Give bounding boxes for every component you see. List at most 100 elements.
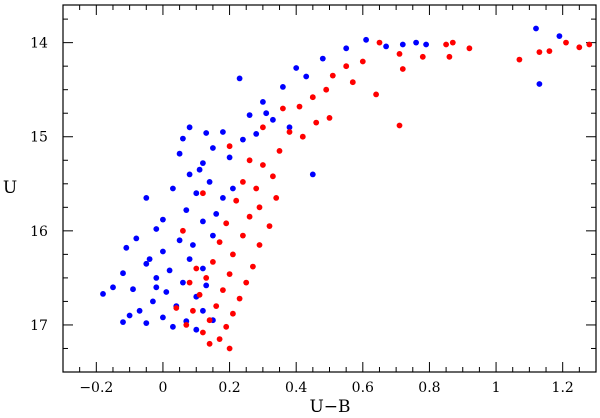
red-data-point	[213, 303, 220, 309]
blue-data-point	[210, 145, 216, 151]
y-tick-labels: 14 15 16 17	[30, 36, 48, 334]
red-data-point	[183, 322, 190, 328]
blue-data-point	[210, 232, 216, 239]
x-tick-label: −0.2	[79, 380, 113, 396]
red-data-point	[223, 323, 230, 330]
red-data-point	[280, 105, 286, 112]
red-data-point	[240, 179, 246, 185]
red-data-point	[226, 271, 233, 277]
blue-data-point	[206, 179, 213, 185]
blue-data-point	[200, 265, 206, 272]
red-data-point	[443, 41, 449, 48]
x-tick-label: 0.2	[218, 380, 240, 396]
x-axis-title: U−B	[309, 397, 350, 417]
red-data-point	[200, 190, 206, 197]
red-data-point	[309, 94, 316, 101]
blue-data-point	[143, 320, 150, 326]
blue-data-point	[153, 284, 160, 291]
red-data-point	[376, 39, 383, 46]
red-data-point	[260, 162, 266, 168]
red-data-point	[180, 227, 186, 234]
blue-data-point	[200, 307, 206, 314]
red-data-point	[230, 251, 236, 258]
red-data-point	[276, 148, 283, 154]
x-tick-label: 0.6	[352, 380, 374, 396]
blue-data-point	[286, 124, 293, 131]
red-data-point	[359, 58, 366, 65]
red-data-point	[396, 122, 403, 129]
red-data-point	[466, 45, 473, 52]
red-data-point	[329, 72, 336, 79]
blue-data-point	[200, 218, 206, 225]
red-data-point	[233, 197, 240, 204]
x-tick-label: 1	[492, 380, 501, 396]
blue-data-point	[170, 185, 176, 192]
red-data-point	[323, 86, 330, 93]
x-tick-label: 0.8	[418, 380, 440, 396]
blue-data-point	[146, 256, 153, 262]
red-data-point	[200, 329, 206, 336]
blue-data-point	[253, 131, 260, 137]
blue-data-point	[183, 207, 190, 214]
x-tick-label: 0	[158, 380, 167, 396]
red-data-point	[246, 157, 253, 164]
blue-data-point	[186, 171, 193, 178]
blue-data-point	[319, 55, 326, 62]
y-axis-title: U	[3, 178, 17, 198]
plot-frame	[62, 4, 597, 373]
red-data-point	[206, 317, 213, 324]
blue-data-point	[160, 314, 166, 321]
red-data-point	[396, 51, 403, 57]
red-data-point	[373, 91, 379, 98]
y-tick-label: 14	[30, 36, 48, 52]
blue-data-point	[363, 36, 369, 43]
red-data-point	[216, 336, 223, 342]
y-tick-label: 15	[30, 130, 48, 146]
red-data-point	[256, 242, 263, 248]
blue-data-point	[143, 195, 150, 201]
blue-data-point	[193, 190, 200, 197]
x-tick-label: 1.2	[552, 380, 574, 396]
y-tick-label: 17	[30, 318, 48, 334]
blue-data-point	[536, 81, 543, 87]
red-data-point	[266, 223, 273, 230]
x-tick-label: 0.4	[285, 380, 307, 396]
blue-data-point	[120, 319, 126, 325]
blue-data-point	[246, 112, 253, 118]
blue-data-point	[303, 73, 310, 80]
red-data-point	[449, 39, 456, 46]
blue-data-point	[176, 150, 183, 157]
blue-data-point	[556, 33, 563, 39]
red-data-point	[173, 305, 180, 311]
red-data-point	[586, 41, 593, 48]
red-data-point	[210, 259, 216, 265]
blue-data-point	[163, 289, 170, 295]
blue-data-point	[200, 160, 206, 167]
blue-data-point	[130, 286, 136, 293]
blue-data-point	[153, 275, 160, 281]
red-data-point	[546, 48, 553, 54]
blue-data-point	[263, 110, 270, 117]
blue-data-point	[180, 279, 186, 286]
blue-data-point	[533, 25, 539, 32]
red-data-point	[299, 133, 306, 140]
red-data-point	[419, 53, 426, 60]
blue-data-point	[136, 307, 143, 314]
blue-data-point	[176, 237, 183, 244]
blue-data-point	[226, 154, 233, 161]
blue-data-point	[203, 130, 210, 136]
blue-data-point	[126, 312, 133, 319]
blue-data-point	[180, 135, 186, 142]
blue-data-point	[213, 211, 220, 217]
blue-data-point	[100, 291, 106, 297]
red-data-point	[536, 49, 543, 55]
blue-data-point	[193, 326, 200, 333]
red-data-point	[260, 124, 266, 131]
red-data-point	[216, 239, 223, 246]
blue-data-point	[166, 267, 173, 274]
blue-data-point	[220, 129, 226, 135]
blue-data-point	[240, 136, 246, 143]
red-data-point	[286, 129, 293, 135]
blue-data-point	[190, 242, 196, 248]
